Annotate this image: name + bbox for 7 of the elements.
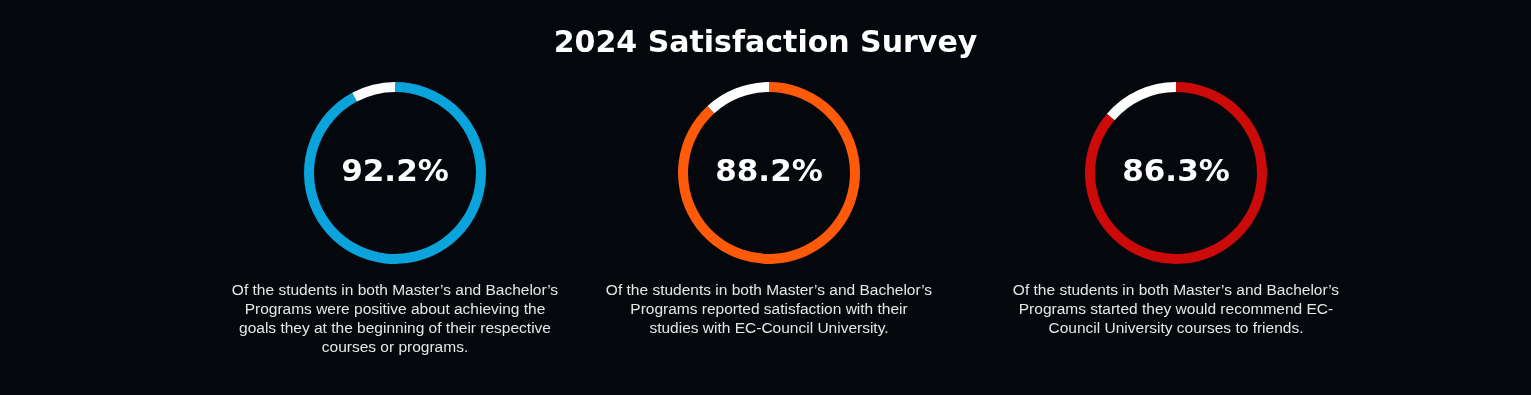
data-label: 88.2% (715, 152, 823, 189)
text: Of the students in both Master’s and Bachelor’s Programs started they would recommend EC-Council University courses to friends. (1011, 280, 1341, 337)
data-label: 86.3% (1122, 152, 1230, 189)
data-label: 92.2% (341, 152, 449, 189)
text: Of the students in both Master’s and Bachelor’s Programs were positive about achieving the goals they at the beginning of their respective courses or programs. (230, 280, 560, 356)
text: 2024 Satisfaction Survey (552, 24, 979, 59)
text: Of the students in both Master’s and Bachelor’s Programs reported satisfaction with their studies with EC-Council University. (604, 280, 934, 337)
